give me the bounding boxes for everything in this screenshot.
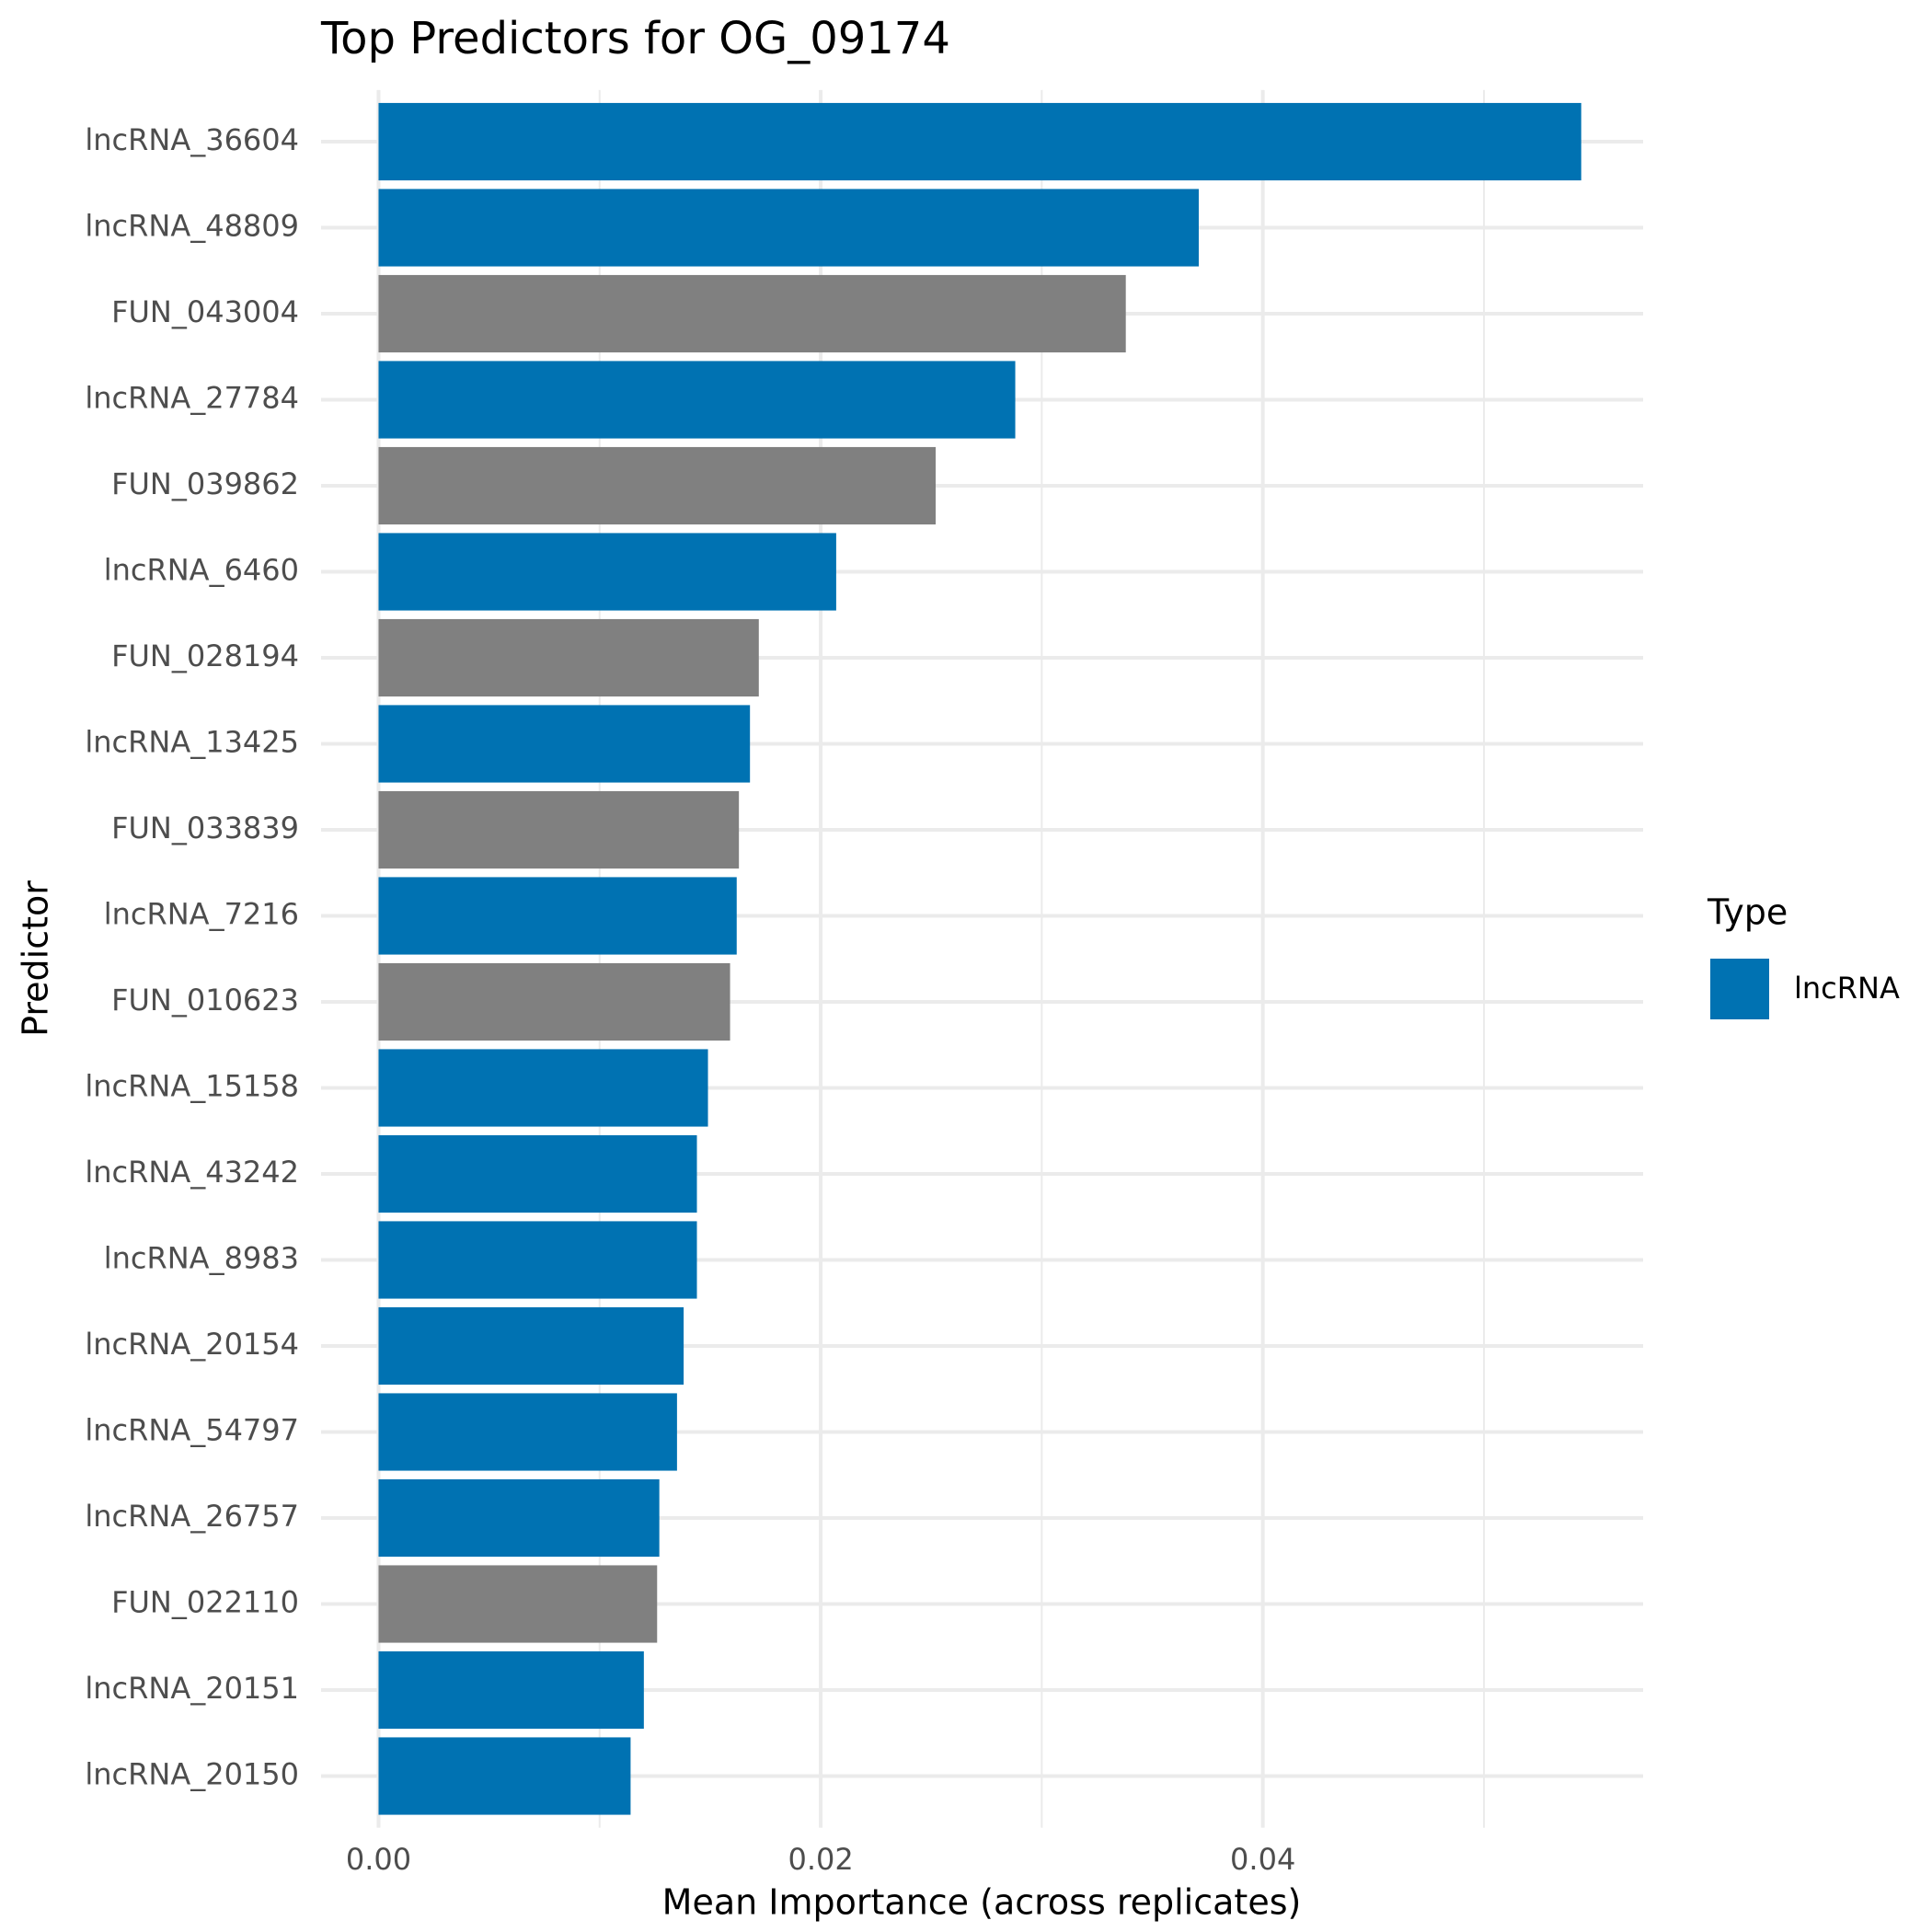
y-tick-label: lncRNA_7216 (104, 897, 299, 932)
x-tick-label: 0.04 (1230, 1842, 1295, 1877)
x-tick-label: 0.00 (346, 1842, 411, 1877)
bar (378, 618, 759, 697)
y-tick-label: FUN_022110 (111, 1585, 299, 1620)
y-tick-label: FUN_043004 (111, 294, 299, 329)
y-axis-title: Predictor (16, 880, 56, 1037)
bar (378, 1049, 708, 1127)
legend-key (1710, 959, 1769, 1019)
bar (378, 1737, 631, 1815)
y-tick-label: lncRNA_15158 (85, 1069, 299, 1104)
bars (378, 102, 1581, 1815)
legend: Type lncRNA (1707, 892, 1900, 1019)
y-tick-label: FUN_039862 (111, 466, 299, 501)
chart-title: Top Predictors for OG_09174 (320, 13, 950, 64)
bar (378, 1134, 697, 1213)
bar (378, 1306, 684, 1386)
bar (378, 446, 937, 525)
legend-title: Type (1707, 892, 1788, 933)
bar (378, 1650, 644, 1730)
bar (378, 705, 751, 783)
legend-label: lncRNA (1794, 971, 1900, 1006)
y-tick-label: FUN_010623 (111, 983, 299, 1018)
y-tick-label: lncRNA_8983 (104, 1241, 299, 1276)
bar (378, 962, 730, 1041)
y-tick-label: lncRNA_36604 (85, 122, 299, 157)
bar (378, 102, 1581, 181)
y-tick-label: lncRNA_6460 (104, 553, 299, 588)
y-tick-label: FUN_028194 (111, 638, 299, 673)
bar (378, 1478, 660, 1558)
bar (378, 274, 1126, 353)
bar (378, 790, 740, 869)
bar (378, 1393, 677, 1471)
bar (378, 1221, 697, 1299)
x-axis-title: Mean Importance (across replicates) (662, 1882, 1302, 1923)
bar (378, 877, 737, 955)
bar (378, 533, 836, 611)
y-tick-label: lncRNA_27784 (85, 381, 299, 416)
bar (378, 1565, 658, 1643)
y-tick-label: lncRNA_20151 (85, 1671, 299, 1706)
y-tick-label: lncRNA_13425 (85, 725, 299, 760)
y-tick-label: lncRNA_20154 (85, 1327, 299, 1362)
y-tick-label: FUN_033839 (111, 811, 299, 845)
y-tick-label: lncRNA_48809 (85, 209, 299, 244)
bar (378, 361, 1016, 439)
x-tick-label: 0.02 (788, 1842, 853, 1877)
bar (378, 189, 1199, 267)
y-tick-label: lncRNA_43242 (85, 1155, 299, 1190)
y-tick-label: lncRNA_54797 (85, 1413, 299, 1448)
y-tick-label: lncRNA_26757 (85, 1499, 299, 1534)
y-tick-label: lncRNA_20150 (85, 1757, 299, 1792)
